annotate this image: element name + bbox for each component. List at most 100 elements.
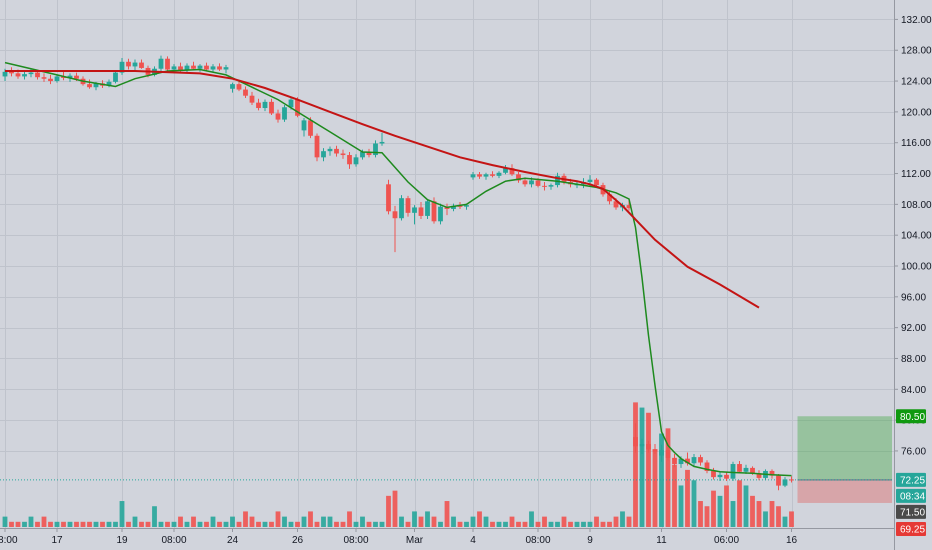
volume-bar — [295, 521, 300, 527]
candle-body — [509, 168, 515, 175]
volume-bar — [210, 516, 216, 527]
volume-bar — [444, 501, 450, 527]
volume-bar — [158, 521, 164, 527]
volume-bar — [262, 521, 268, 527]
volume-bar — [405, 521, 411, 527]
candle-body — [743, 467, 749, 472]
candle-body — [717, 474, 723, 478]
volume-bar — [269, 521, 274, 527]
candle-body — [314, 135, 320, 158]
volume-bar — [470, 516, 476, 527]
volume-bar — [412, 511, 417, 527]
volume-bar — [659, 433, 664, 527]
volume-bar — [620, 511, 625, 527]
candle-body — [633, 437, 638, 447]
time-tick-label: 11 — [656, 535, 667, 546]
candle-body — [386, 184, 391, 212]
candle-body — [197, 65, 203, 69]
volume-bar — [503, 521, 508, 527]
candle-body — [178, 66, 183, 71]
volume-bar — [581, 521, 586, 527]
candle-body — [516, 174, 521, 181]
candle-body — [35, 72, 40, 78]
candle-body — [269, 101, 274, 114]
candle-body — [340, 153, 346, 156]
candle-body — [54, 76, 60, 82]
candle-body — [789, 479, 794, 481]
volume-bar — [639, 407, 645, 527]
volume-bar — [93, 521, 99, 527]
candle-body — [48, 78, 53, 82]
volume-bar — [15, 521, 21, 527]
price-axis[interactable] — [894, 0, 932, 550]
candle-body — [496, 172, 502, 176]
candle-body — [132, 62, 138, 67]
price-badge — [896, 472, 926, 487]
volume-bar — [496, 521, 502, 527]
moving-average-fast-line — [4, 61, 792, 477]
candle-body — [425, 201, 430, 216]
candle-body — [9, 71, 14, 74]
price-tick-label: 104.00 — [901, 231, 932, 242]
candle-body — [288, 99, 294, 108]
candle-body — [158, 58, 164, 69]
candle-body — [405, 198, 411, 213]
price-tick-label: 124.00 — [901, 77, 932, 88]
volume-bar — [457, 521, 463, 527]
price-tick-label: 100.00 — [901, 262, 932, 273]
volume-bar — [490, 521, 495, 527]
volume-bar — [568, 521, 573, 527]
volume-bar — [217, 521, 222, 527]
volume-bar — [607, 521, 612, 527]
candle-body — [470, 174, 476, 178]
volume-bar — [698, 501, 703, 527]
candle-body — [698, 457, 703, 463]
volume-bar — [548, 521, 554, 527]
volume-bar — [171, 521, 177, 527]
time-tick-label: 08:00 — [0, 535, 18, 546]
volume-bar — [152, 506, 157, 527]
volume-bar — [509, 516, 515, 527]
time-axis[interactable] — [0, 528, 894, 550]
volume-bar — [106, 521, 112, 527]
volume-bar — [249, 516, 255, 527]
candle-body — [737, 464, 742, 472]
candle-body — [256, 102, 261, 109]
long-position-loss-zone[interactable] — [797, 479, 893, 503]
volume-bar — [438, 521, 443, 527]
volume-bar — [652, 449, 658, 527]
volume-bar — [80, 521, 86, 527]
volume-bar — [191, 516, 196, 527]
volume-bar — [587, 521, 593, 527]
price-tick-label: 112.00 — [901, 169, 931, 180]
candle-body — [776, 475, 781, 486]
volume-bar — [763, 511, 768, 527]
time-tick-label: 17 — [51, 535, 63, 546]
candle-body — [756, 473, 762, 478]
volume-bar — [373, 521, 378, 527]
moving-average-slow-line — [5, 70, 760, 309]
candle-body — [438, 206, 443, 222]
long-position-profit-zone[interactable] — [797, 416, 893, 480]
volume-bar — [672, 464, 677, 527]
volume-bar — [126, 521, 131, 527]
candle-body — [691, 457, 697, 464]
volume-bar — [61, 521, 66, 527]
candle-body — [230, 84, 235, 89]
volume-bar — [769, 501, 775, 527]
candle-body — [171, 66, 177, 70]
candle-body — [204, 65, 209, 70]
volume-bar — [204, 521, 209, 527]
candle-body — [503, 168, 508, 173]
volume-bar — [353, 521, 359, 527]
volume-bar — [119, 501, 125, 527]
candle-body — [74, 75, 79, 79]
volume-bar — [711, 490, 716, 527]
candle-body — [191, 65, 196, 69]
candle-body — [334, 148, 339, 154]
candle-body — [327, 148, 333, 152]
volume-bar — [613, 516, 619, 527]
candle-body — [113, 72, 118, 82]
volume-bar — [223, 521, 229, 527]
